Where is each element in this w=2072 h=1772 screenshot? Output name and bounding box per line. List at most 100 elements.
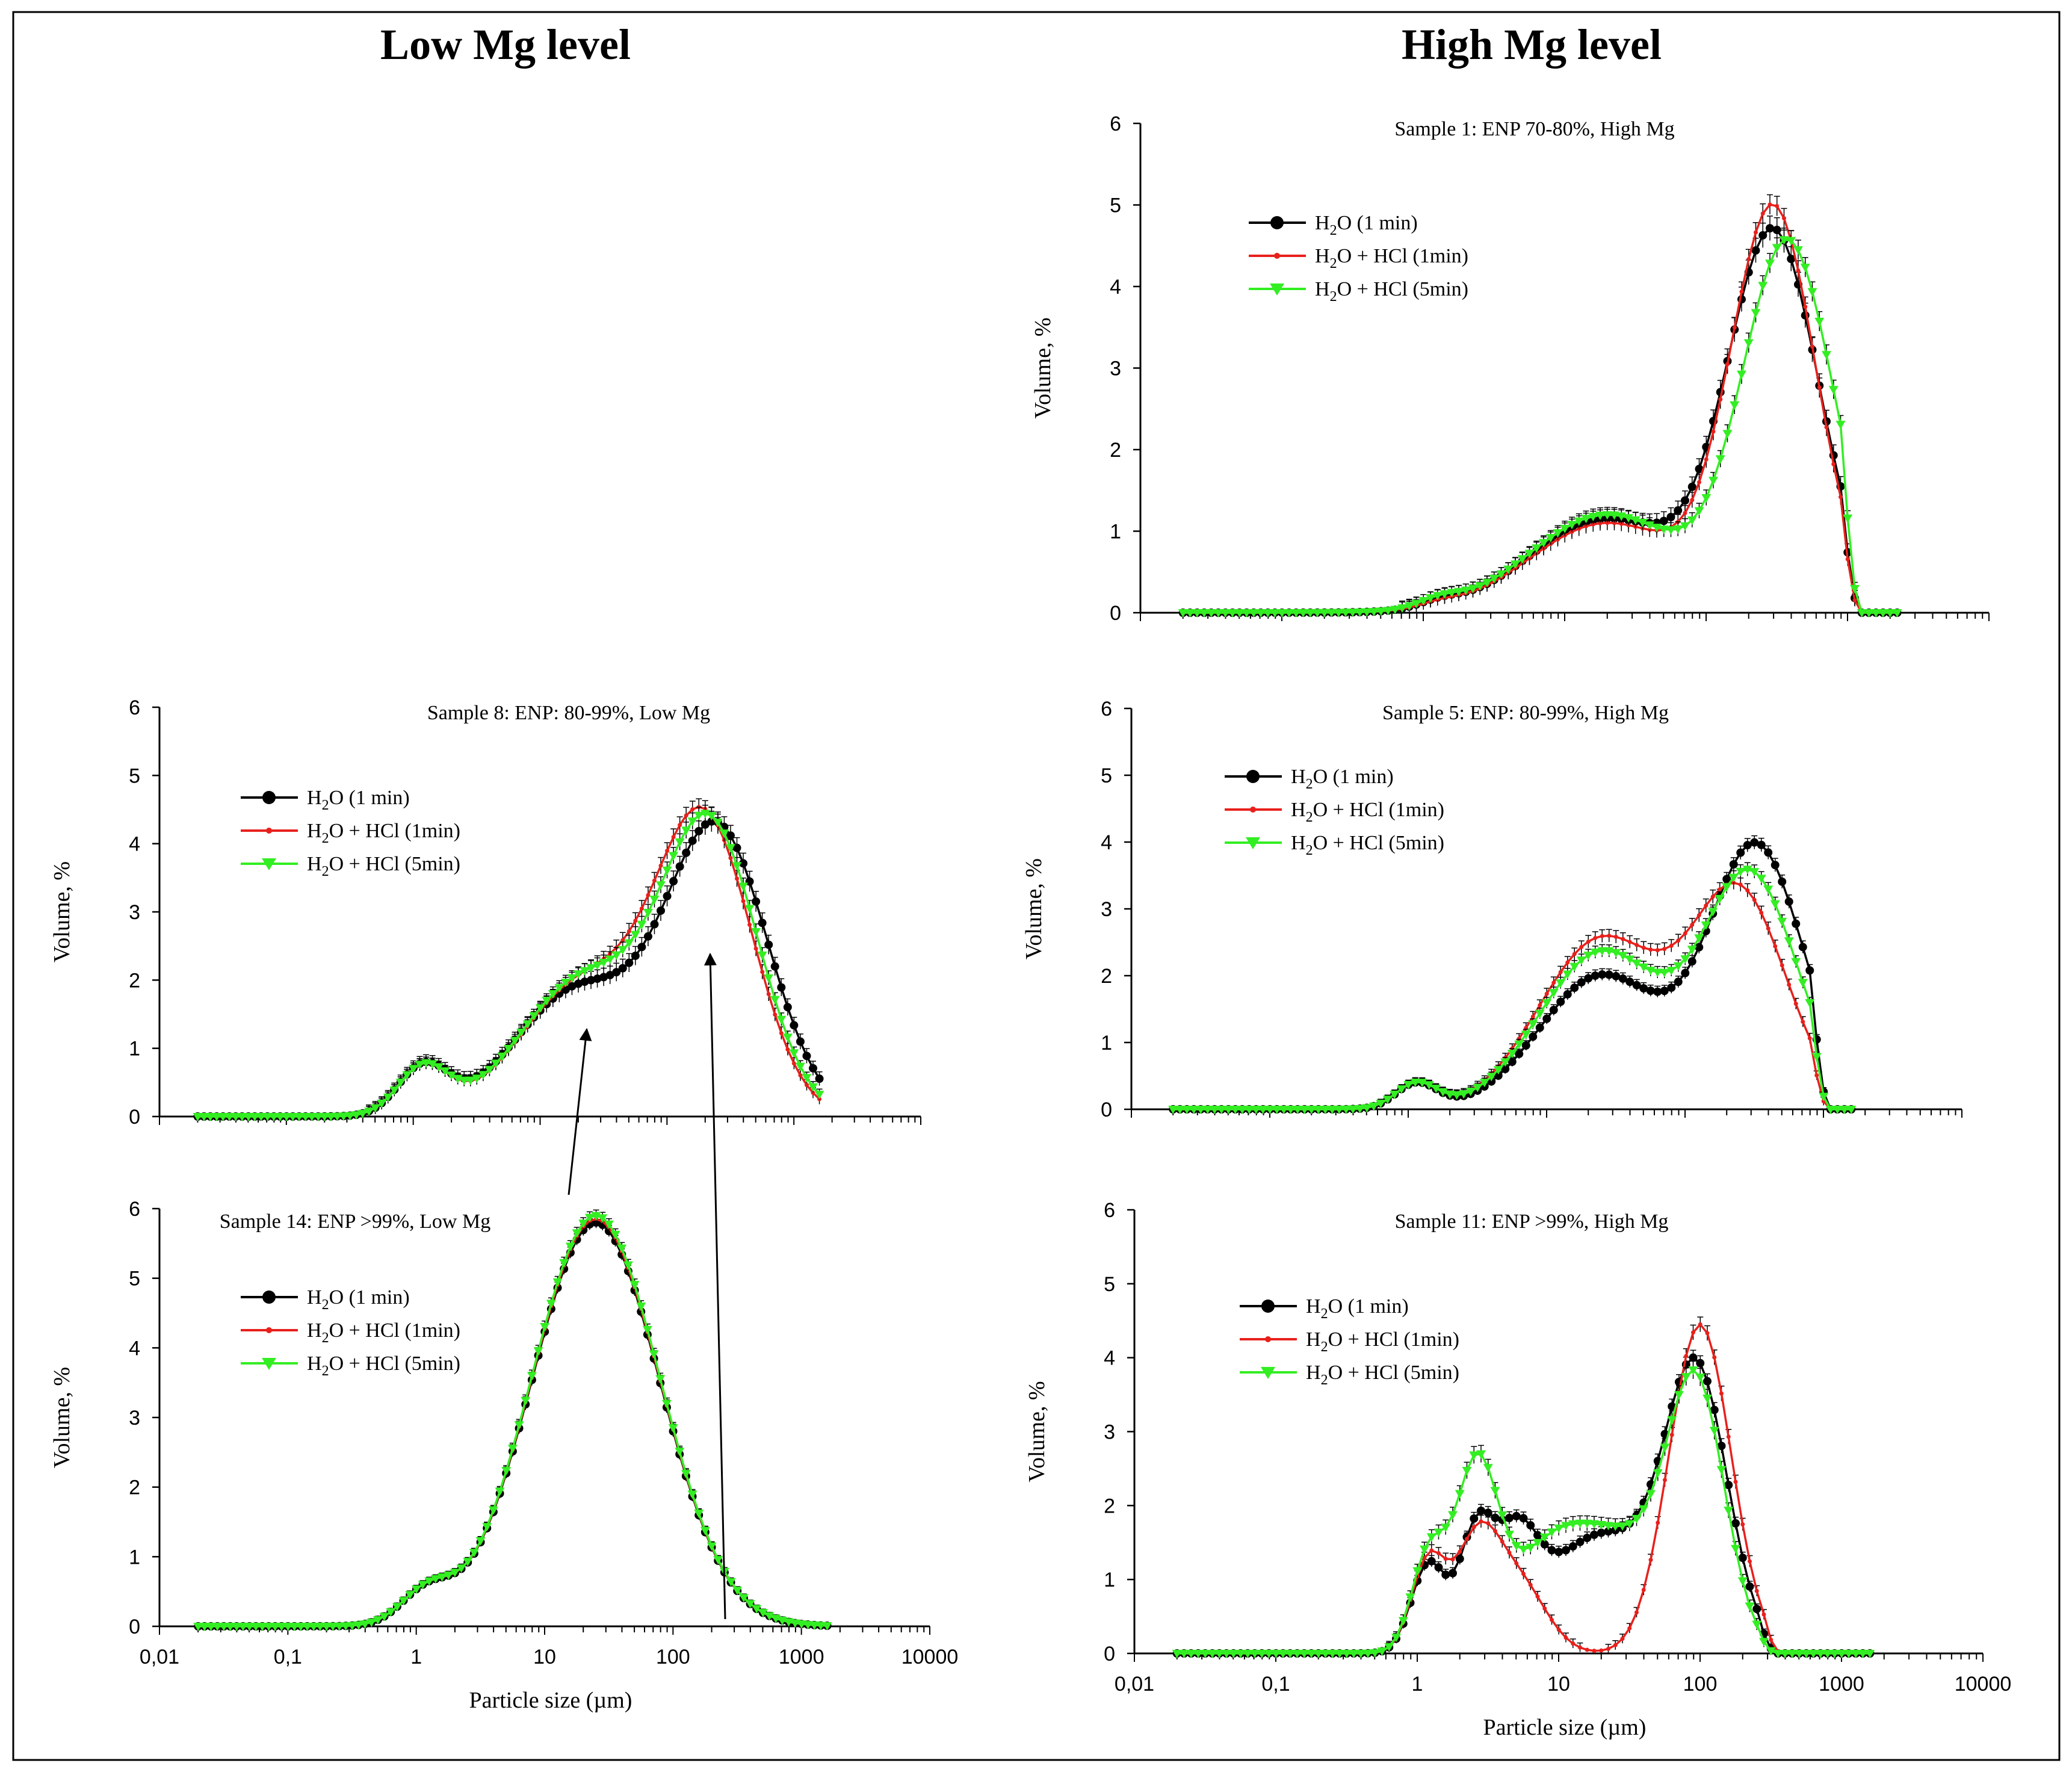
data-point — [507, 1445, 518, 1454]
data-point — [655, 1375, 666, 1384]
data-point — [1213, 609, 1223, 618]
data-point — [237, 1112, 247, 1121]
data-point — [656, 881, 666, 890]
data-point — [745, 1600, 755, 1609]
data-point — [1265, 1105, 1275, 1114]
data-point — [1589, 1520, 1599, 1529]
legend-label: H2O + HCl (5min) — [1315, 278, 1468, 305]
data-point — [747, 922, 752, 927]
data-point — [1450, 1557, 1455, 1562]
data-point — [1695, 943, 1704, 952]
data-point — [1496, 570, 1506, 579]
data-point — [1193, 1650, 1203, 1658]
data-point — [315, 1622, 325, 1631]
data-point — [1476, 1506, 1485, 1515]
data-point — [1307, 1105, 1317, 1114]
data-point — [707, 812, 717, 821]
series-line — [197, 820, 821, 1118]
data-point — [1583, 952, 1594, 961]
data-point — [1767, 202, 1772, 207]
data-point — [1750, 838, 1759, 847]
data-point — [1824, 425, 1829, 430]
data-point — [1736, 848, 1745, 857]
data-point — [1500, 1058, 1511, 1067]
data-point — [257, 1622, 267, 1631]
data-point — [760, 970, 765, 974]
y-tick-label: 6 — [1101, 698, 1112, 720]
data-point — [1793, 1002, 1798, 1006]
data-point — [668, 1424, 678, 1433]
data-point — [1892, 609, 1902, 618]
data-point — [548, 990, 558, 999]
data-point — [1694, 507, 1704, 516]
y-tick-label: 2 — [1101, 965, 1112, 988]
data-point — [1681, 968, 1690, 977]
data-point — [1447, 589, 1457, 598]
data-point — [302, 1622, 312, 1631]
legend-label: H2O + HCl (1min) — [1306, 1328, 1459, 1355]
data-point — [1769, 1637, 1774, 1642]
data-point — [610, 1230, 620, 1239]
data-point — [1441, 1523, 1451, 1532]
y-tick-label: 3 — [1110, 358, 1121, 380]
data-point — [1292, 1650, 1302, 1658]
data-point — [389, 1086, 400, 1095]
data-point — [1453, 587, 1464, 596]
y-tick-label: 6 — [1110, 113, 1121, 135]
data-point — [758, 1609, 768, 1618]
data-point — [1581, 515, 1591, 524]
data-point — [392, 1603, 402, 1612]
data-point — [1549, 1617, 1554, 1622]
data-point — [1589, 1530, 1598, 1539]
data-point — [250, 1112, 260, 1121]
data-point — [232, 1623, 242, 1631]
data-point — [294, 1112, 305, 1121]
data-point — [1773, 944, 1778, 949]
data-point — [1729, 860, 1738, 869]
data-point — [1486, 1073, 1497, 1082]
data-point — [1632, 980, 1641, 990]
data-point — [796, 1620, 806, 1629]
data-point — [1704, 457, 1709, 462]
data-point — [1355, 1104, 1365, 1114]
data-point — [1754, 1588, 1759, 1593]
data-point — [1362, 1649, 1373, 1658]
data-point — [764, 940, 773, 949]
data-point — [351, 1111, 362, 1120]
data-point — [1568, 1542, 1577, 1551]
data-point — [193, 1113, 203, 1121]
data-point — [1475, 582, 1485, 591]
data-point — [1434, 1563, 1443, 1572]
data-point — [1641, 946, 1646, 950]
data-point — [383, 1093, 393, 1102]
data-point — [360, 1620, 370, 1629]
data-point — [1207, 1650, 1217, 1658]
data-point — [1528, 1020, 1538, 1029]
data-point — [1412, 1567, 1423, 1576]
data-point — [437, 1573, 447, 1582]
data-point — [688, 836, 697, 845]
data-point — [1779, 236, 1789, 245]
data-point — [1694, 934, 1704, 943]
panel-sample-8: 0 1 2 3 4 5 6 Volume, % Sample 8: ENP: 80-99%, L… — [49, 696, 921, 1129]
data-point — [580, 977, 589, 987]
series-2 — [1171, 875, 1854, 1112]
data-point — [1320, 1649, 1331, 1658]
data-point — [1376, 607, 1386, 616]
data-point — [1182, 1106, 1192, 1114]
data-point — [732, 862, 742, 871]
data-point — [1175, 1106, 1185, 1114]
data-point — [1837, 1650, 1847, 1658]
data-point — [1312, 609, 1322, 618]
data-point — [1752, 897, 1757, 902]
data-point — [1237, 1106, 1248, 1114]
data-point — [1526, 1521, 1535, 1530]
data-point — [1397, 604, 1407, 613]
data-point — [1558, 970, 1563, 974]
data-point — [1690, 922, 1695, 927]
series-3 — [1168, 862, 1857, 1114]
data-point — [586, 964, 596, 973]
data-point — [661, 1399, 672, 1408]
data-point — [1662, 947, 1667, 952]
data-point — [225, 1623, 235, 1631]
